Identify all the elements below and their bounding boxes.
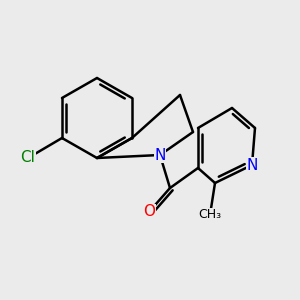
Text: CH₃: CH₃ <box>198 208 222 221</box>
Text: N: N <box>246 158 258 172</box>
Text: Cl: Cl <box>21 151 35 166</box>
Text: N: N <box>154 148 166 163</box>
Text: O: O <box>143 205 155 220</box>
